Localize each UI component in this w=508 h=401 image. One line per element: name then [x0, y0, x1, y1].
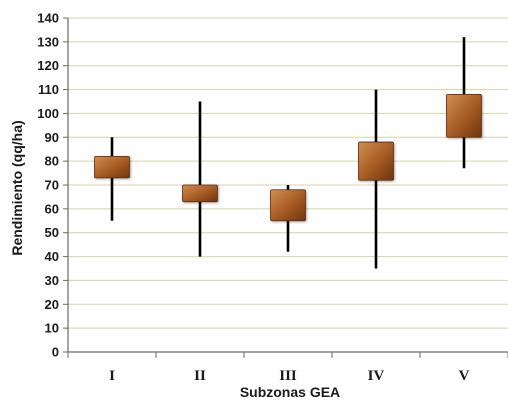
x-tick-label-II: II: [194, 368, 206, 384]
candle-I: [94, 137, 130, 221]
y-tick-label: 60: [45, 201, 59, 216]
gridlines: [68, 17, 508, 329]
y-tick-label: 80: [45, 154, 59, 169]
y-tick-label: 120: [37, 58, 59, 73]
candle-II: [182, 101, 218, 257]
y-axis-title: Rendimiento (qq/ha): [9, 120, 25, 255]
x-tick-label-V: V: [459, 368, 470, 384]
axes: [67, 18, 508, 358]
candle-III: [270, 185, 306, 252]
y-tick-label: 100: [37, 106, 59, 121]
x-axis-ticks: I II III IV V: [109, 368, 470, 384]
x-axis-title: Subzonas GEA: [240, 384, 340, 400]
candles: [94, 37, 482, 269]
y-tick-label: 40: [45, 249, 59, 264]
y-tick-label: 0: [52, 345, 59, 360]
x-tick-label-III: III: [279, 368, 297, 384]
y-tick-label: 70: [45, 178, 59, 193]
x-tick-label-IV: IV: [368, 368, 385, 384]
y-tick-label: 90: [45, 130, 59, 145]
box-III: [270, 189, 306, 222]
y-axis-ticks: 0 10 20 30 40 50 60 70 80 90 100 110 120 130 140: [37, 11, 68, 360]
y-tick-label: 20: [45, 297, 59, 312]
box-I: [94, 155, 130, 179]
candle-V: [446, 37, 482, 169]
y-tick-label: 130: [37, 34, 59, 49]
box-IV: [358, 141, 394, 181]
y-tick-label: 50: [45, 225, 59, 240]
x-tick-label-I: I: [109, 368, 115, 384]
candle-IV: [358, 89, 394, 269]
box-II: [182, 184, 218, 203]
y-tick-label: 30: [45, 273, 59, 288]
box-V: [446, 93, 482, 138]
y-tick-label: 10: [45, 321, 59, 336]
y-tick-label: 110: [38, 82, 59, 97]
y-tick-label: 140: [37, 11, 59, 26]
